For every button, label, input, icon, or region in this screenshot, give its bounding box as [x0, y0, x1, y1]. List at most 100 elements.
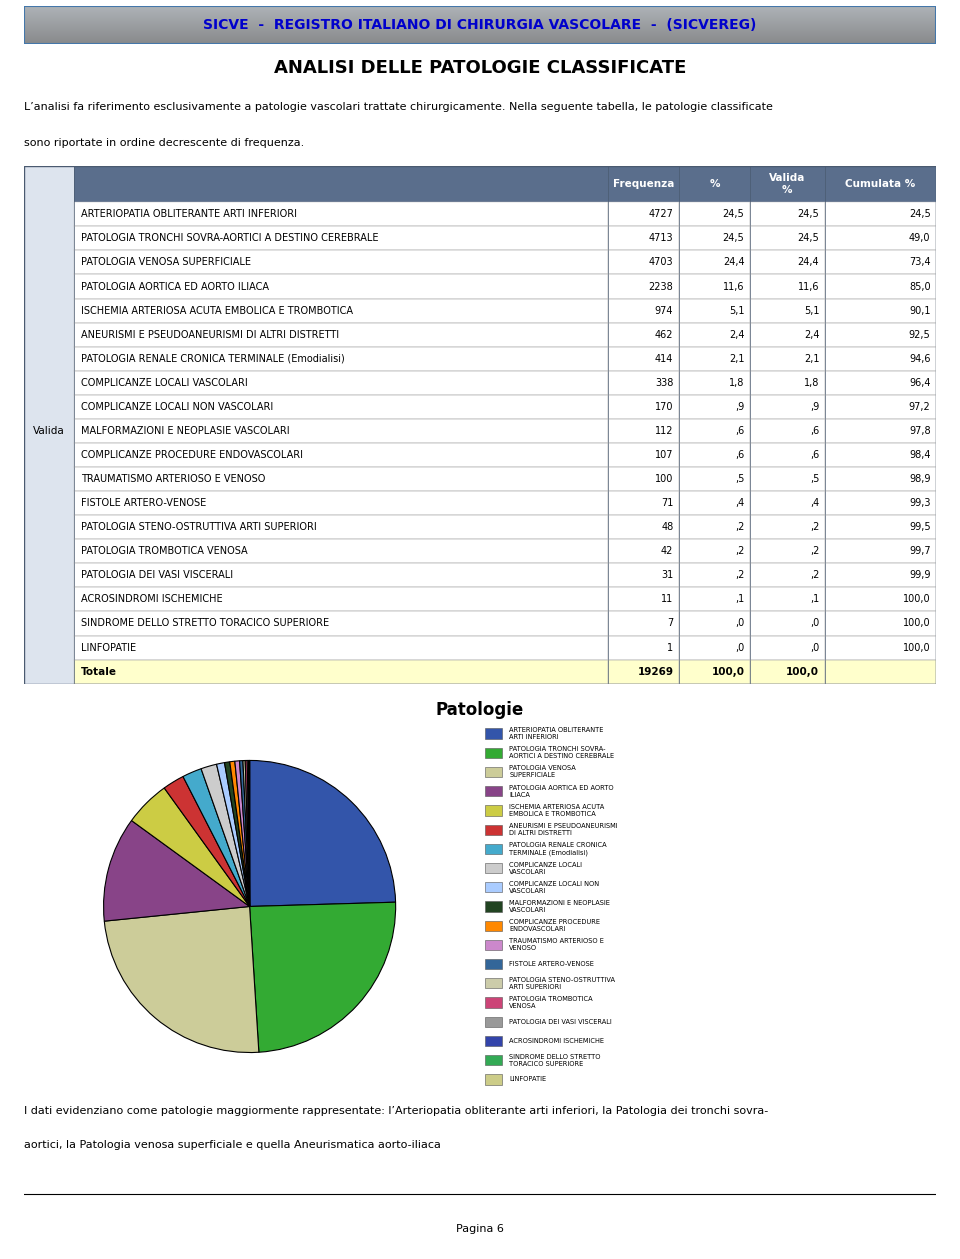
Bar [679, 227, 750, 251]
Bar [750, 467, 825, 491]
Bar [750, 395, 825, 419]
Bar [679, 322, 750, 346]
Text: PATOLOGIA STENO-OSTRUTTIVA
ARTI SUPERIORI: PATOLOGIA STENO-OSTRUTTIVA ARTI SUPERIOR… [509, 977, 615, 990]
Text: ARTERIOPATIA OBLITERANTE
ARTI INFERIORI: ARTERIOPATIA OBLITERANTE ARTI INFERIORI [509, 726, 604, 740]
Bar [750, 539, 825, 563]
Text: 90,1: 90,1 [909, 306, 930, 316]
Text: ,2: ,2 [735, 522, 744, 533]
Bar [750, 636, 825, 660]
Bar [485, 978, 502, 988]
Text: PATOLOGIA TRONCHI SOVRA-
AORTICI A DESTINO CEREBRALE: PATOLOGIA TRONCHI SOVRA- AORTICI A DESTI… [509, 747, 614, 759]
Bar [750, 227, 825, 251]
Bar [750, 274, 825, 298]
Text: 73,4: 73,4 [909, 257, 930, 267]
Text: 7: 7 [667, 618, 673, 628]
Text: ANEURISMI E PSEUDOANEURISMI
DI ALTRI DISTRETTI: ANEURISMI E PSEUDOANEURISMI DI ALTRI DIS… [509, 823, 618, 836]
Bar [679, 419, 750, 443]
Bar [679, 467, 750, 491]
Text: SINDROME DELLO STRETTO TORACICO SUPERIORE: SINDROME DELLO STRETTO TORACICO SUPERIOR… [81, 618, 328, 628]
Bar [74, 491, 608, 515]
Text: 2,1: 2,1 [804, 354, 819, 364]
Text: 2,1: 2,1 [729, 354, 744, 364]
Text: 96,4: 96,4 [909, 378, 930, 388]
Text: PATOLOGIA RENALE CRONICA
TERMINALE (Emodialisi): PATOLOGIA RENALE CRONICA TERMINALE (Emod… [509, 842, 607, 856]
Bar [750, 515, 825, 539]
Text: LINFOPATIE: LINFOPATIE [509, 1076, 546, 1083]
Text: ,6: ,6 [735, 426, 744, 436]
Text: 24,5: 24,5 [798, 209, 819, 219]
Bar [74, 419, 608, 443]
Bar [485, 939, 502, 951]
Bar [74, 166, 936, 203]
Bar [74, 588, 608, 612]
Bar [74, 298, 608, 322]
Bar [825, 346, 936, 370]
Wedge shape [243, 760, 250, 906]
Wedge shape [105, 906, 259, 1053]
Text: 97,2: 97,2 [909, 402, 930, 412]
Text: ,0: ,0 [810, 642, 819, 652]
Bar [74, 515, 608, 539]
Text: Frequenza: Frequenza [612, 179, 674, 189]
Bar [485, 825, 502, 835]
Bar [679, 563, 750, 588]
Text: ,1: ,1 [735, 594, 744, 604]
Wedge shape [248, 760, 250, 906]
Text: 100,0: 100,0 [786, 666, 819, 676]
Bar [608, 395, 679, 419]
Text: 1,8: 1,8 [729, 378, 744, 388]
Text: ,2: ,2 [735, 546, 744, 556]
Bar [485, 883, 502, 893]
Text: PATOLOGIA DEI VASI VISCERALI: PATOLOGIA DEI VASI VISCERALI [81, 570, 232, 580]
Bar [485, 1036, 502, 1046]
Bar [74, 346, 608, 370]
Bar [825, 227, 936, 251]
Bar [485, 1074, 502, 1084]
Bar [825, 203, 936, 227]
Text: 24,5: 24,5 [909, 209, 930, 219]
Text: Patologie: Patologie [436, 701, 524, 719]
Text: 19269: 19269 [637, 666, 673, 676]
Text: SICVE  -  REGISTRO ITALIANO DI CHIRURGIA VASCOLARE  -  (SICVEREG): SICVE - REGISTRO ITALIANO DI CHIRURGIA V… [204, 18, 756, 33]
Bar [608, 274, 679, 298]
Text: 99,3: 99,3 [909, 499, 930, 509]
Text: ISCHEMIA ARTERIOSA ACUTA
EMBOLICA E TROMBOTICA: ISCHEMIA ARTERIOSA ACUTA EMBOLICA E TROM… [509, 805, 605, 817]
Bar [679, 443, 750, 467]
Text: PATOLOGIA RENALE CRONICA TERMINALE (Emodialisi): PATOLOGIA RENALE CRONICA TERMINALE (Emod… [81, 354, 345, 364]
Wedge shape [183, 769, 250, 906]
Bar [679, 395, 750, 419]
Bar [750, 346, 825, 370]
Text: aortici, la Patologia venosa superficiale e quella Aneurismatica aorto-iliaca: aortici, la Patologia venosa superficial… [24, 1141, 441, 1151]
Text: Valida: Valida [34, 426, 65, 436]
Bar [74, 370, 608, 395]
Text: 42: 42 [661, 546, 673, 556]
Text: 92,5: 92,5 [909, 330, 930, 340]
Bar [750, 370, 825, 395]
Text: 462: 462 [655, 330, 673, 340]
Bar [679, 660, 750, 684]
Bar [750, 660, 825, 684]
Bar [485, 767, 502, 777]
Bar [74, 251, 608, 274]
Bar [679, 298, 750, 322]
Bar [679, 636, 750, 660]
Text: 100,0: 100,0 [903, 642, 930, 652]
Bar [825, 491, 936, 515]
Text: COMPLICANZE LOCALI
VASCOLARI: COMPLICANZE LOCALI VASCOLARI [509, 861, 583, 875]
Bar [750, 443, 825, 467]
Bar [825, 274, 936, 298]
Bar [485, 729, 502, 739]
Text: PATOLOGIA VENOSA SUPERFICIALE: PATOLOGIA VENOSA SUPERFICIALE [81, 257, 251, 267]
Text: %: % [709, 179, 720, 189]
Bar [825, 515, 936, 539]
Text: ,2: ,2 [810, 570, 819, 580]
Bar [679, 515, 750, 539]
Bar [485, 748, 502, 758]
Bar [679, 539, 750, 563]
Bar [608, 298, 679, 322]
Text: 2238: 2238 [649, 282, 673, 292]
Text: COMPLICANZE PROCEDURE ENDOVASCOLARI: COMPLICANZE PROCEDURE ENDOVASCOLARI [81, 449, 302, 460]
Bar [74, 539, 608, 563]
Text: 94,6: 94,6 [909, 354, 930, 364]
Bar [74, 636, 608, 660]
